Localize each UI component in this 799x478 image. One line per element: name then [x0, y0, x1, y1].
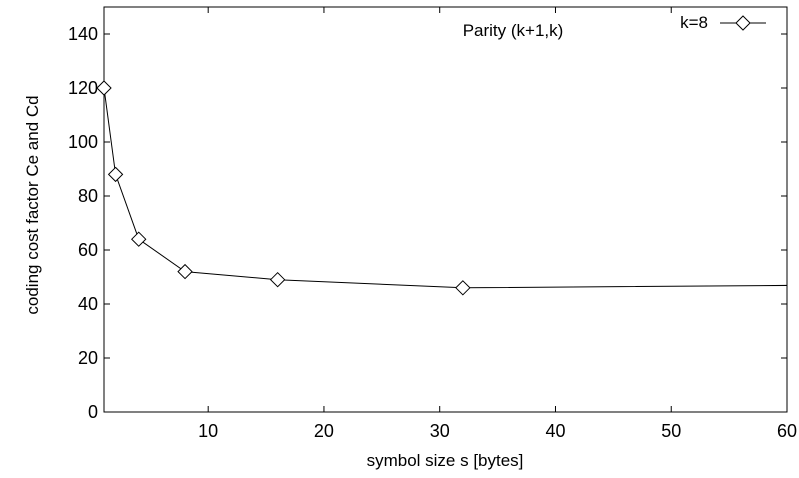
data-point-marker — [107, 166, 124, 183]
y-tick-label: 100 — [68, 132, 98, 152]
x-axis-label: symbol size s [bytes] — [367, 451, 524, 470]
x-tick-label: 20 — [314, 421, 334, 441]
y-tick-label: 60 — [78, 240, 98, 260]
y-tick-label: 0 — [88, 402, 98, 422]
data-point-marker — [177, 263, 193, 280]
legend-label: k=8 — [680, 13, 708, 32]
y-tick-label: 120 — [68, 78, 98, 98]
legend-marker — [735, 15, 751, 31]
y-tick-label: 140 — [68, 24, 98, 44]
data-point-marker — [131, 231, 147, 247]
series-line — [104, 87, 787, 289]
x-tick-label: 50 — [661, 421, 681, 441]
y-axis-ticks: 0 20 40 60 80 100 120 140 — [68, 24, 787, 422]
y-axis-label: coding cost factor Ce and Cd — [23, 95, 42, 314]
y-tick-label: 40 — [78, 294, 98, 314]
data-point-marker — [96, 80, 112, 96]
series-layer — [96, 80, 787, 296]
y-tick-label: 80 — [78, 186, 98, 206]
plot-frame — [103, 6, 788, 413]
x-tick-label: 10 — [198, 421, 218, 441]
legend: k=8 — [680, 13, 766, 32]
x-tick-label: 60 — [777, 421, 797, 441]
x-tick-label: 40 — [545, 421, 565, 441]
data-point-marker — [455, 280, 471, 296]
x-tick-label: 30 — [430, 421, 450, 441]
chart-title: Parity (k+1,k) — [463, 21, 564, 40]
x-axis-ticks: 10 20 30 40 50 60 — [198, 7, 797, 441]
y-tick-label: 20 — [78, 348, 98, 368]
data-point-marker — [269, 271, 286, 288]
